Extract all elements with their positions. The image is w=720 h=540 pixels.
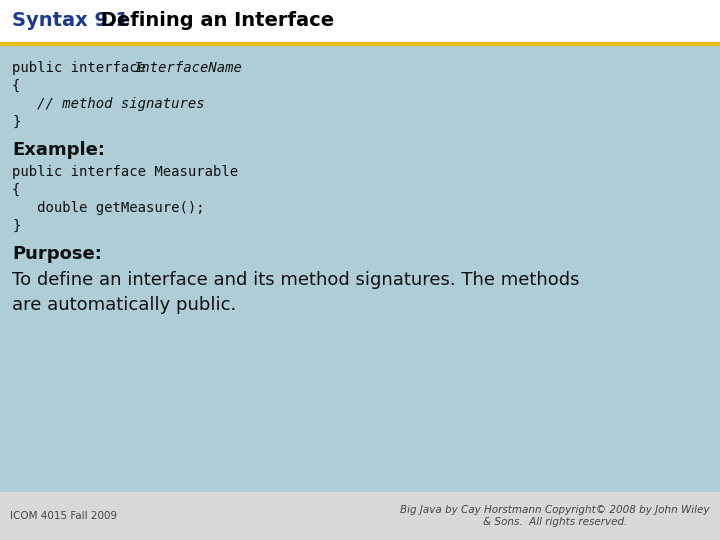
Text: public interface: public interface [12,61,154,75]
Text: // method signatures: // method signatures [12,97,204,111]
Text: double getMeasure();: double getMeasure(); [12,201,204,215]
Text: InterfaceName: InterfaceName [134,61,243,75]
Text: {: { [12,183,20,197]
Bar [0,0,720,42]
Text: ICOM 4015 Fall 2009: ICOM 4015 Fall 2009 [10,511,117,521]
Text: Defining an Interface: Defining an Interface [94,11,334,30]
Text: {: { [12,79,20,93]
Text: Purpose:: Purpose: [12,245,102,263]
Text: }: } [12,219,20,233]
Text: Example:: Example: [12,141,105,159]
Text: public interface Measurable: public interface Measurable [12,165,238,179]
Bar [0,42,720,45]
Bar [0,45,720,492]
Text: Syntax 9.1: Syntax 9.1 [12,11,129,30]
Text: }: } [12,115,20,129]
Text: To define an interface and its method signatures. The methods
are automatically : To define an interface and its method si… [12,271,580,314]
Text: Big Java by Cay Horstmann Copyright© 2008 by John Wiley
& Sons.  All rights rese: Big Java by Cay Horstmann Copyright© 200… [400,505,710,527]
Bar [0,492,720,540]
